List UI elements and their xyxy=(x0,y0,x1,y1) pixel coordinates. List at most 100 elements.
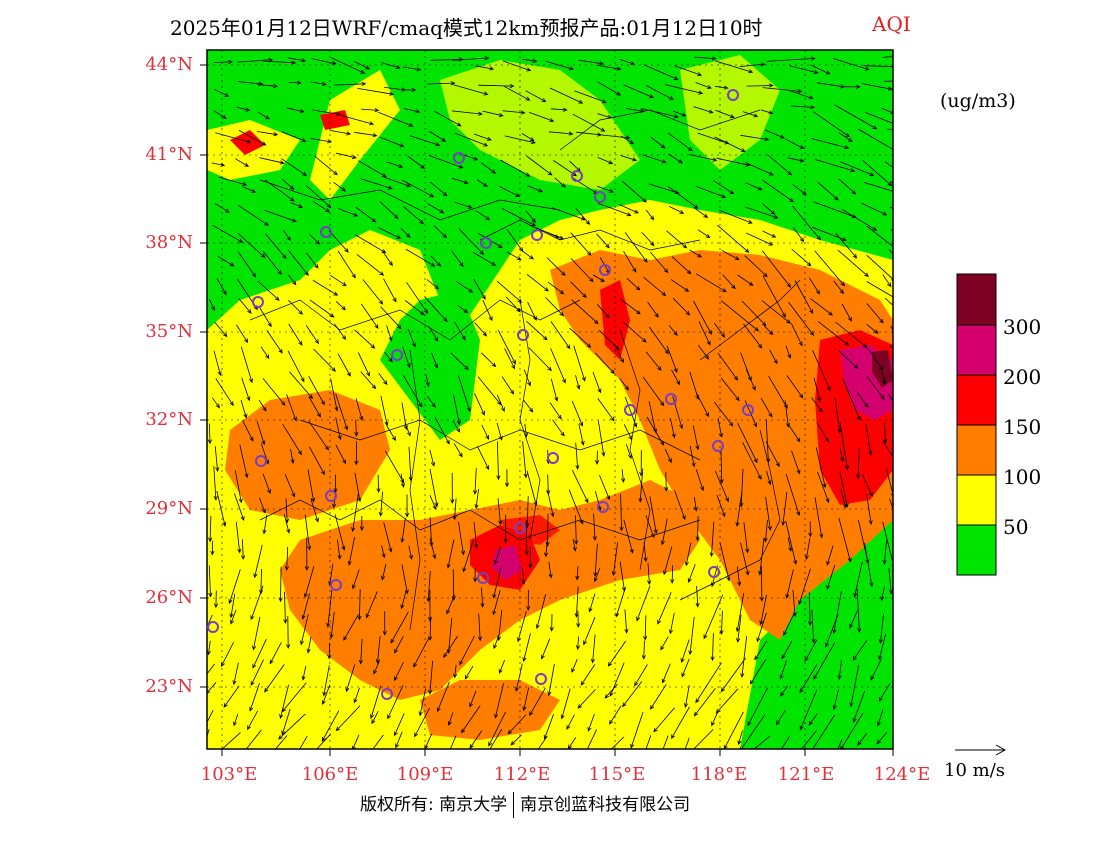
wind-arrow xyxy=(357,589,362,621)
wind-arrow xyxy=(309,446,325,476)
wind-arrow xyxy=(775,709,786,726)
city-marker xyxy=(391,349,403,361)
wind-arrow xyxy=(548,131,574,136)
wind-arrow xyxy=(807,592,813,627)
wind-arrow xyxy=(684,542,692,567)
wind-arrow xyxy=(457,304,469,314)
wind-arrow xyxy=(587,713,595,732)
wind-arrow xyxy=(287,249,309,277)
wind-arrow xyxy=(674,65,703,77)
wind-arrow xyxy=(712,180,735,195)
wind-arrow xyxy=(287,350,305,383)
wind-arrow xyxy=(576,610,581,628)
wind-arrow xyxy=(312,280,339,296)
wind-arrow xyxy=(450,472,455,504)
wind-arrow xyxy=(258,569,264,595)
wind-arrow xyxy=(237,57,274,63)
map-frame xyxy=(206,49,894,750)
wind-arrow xyxy=(826,545,834,566)
wind-arrow xyxy=(259,157,285,165)
wind-arrow xyxy=(312,200,331,213)
wind-arrow xyxy=(570,281,587,298)
wind-arrow xyxy=(554,177,566,188)
city-marker xyxy=(252,296,264,308)
wind-arrow xyxy=(475,65,495,71)
wind-arrow xyxy=(258,306,272,328)
wind-arrow xyxy=(810,298,833,316)
wind-arrow xyxy=(745,206,779,219)
wind-arrow xyxy=(624,232,648,263)
wind-arrow xyxy=(335,705,361,732)
wind-arrow xyxy=(866,281,893,298)
wind-arrow xyxy=(305,325,319,345)
wind-arrow xyxy=(213,466,218,501)
wind-arrow xyxy=(278,566,283,603)
wind-arrow xyxy=(337,353,351,377)
lat-label: 32°N xyxy=(145,409,193,430)
wind-arrow xyxy=(376,474,381,493)
city-marker xyxy=(514,522,526,534)
wind-arrow xyxy=(663,546,673,576)
wind-arrow xyxy=(759,594,767,626)
wind-arrow xyxy=(212,224,244,243)
wind-arrow xyxy=(792,205,821,241)
wind-arrow xyxy=(281,682,307,713)
wind-arrow xyxy=(794,280,814,315)
wind-arrow xyxy=(264,664,285,693)
wind-arrow xyxy=(387,685,404,720)
wind-arrow xyxy=(839,448,845,463)
wind-arrow xyxy=(813,111,851,138)
wind-arrow xyxy=(306,252,319,269)
wind-arrow xyxy=(786,375,804,399)
wind-arrow xyxy=(571,469,589,504)
axis-ticks xyxy=(200,64,894,756)
wind-arrow xyxy=(761,250,792,288)
wind-arrow xyxy=(649,326,669,355)
wind-arrow xyxy=(503,85,531,101)
aqi-legend-bar xyxy=(956,273,997,576)
wind-arrow xyxy=(402,66,422,72)
wind-arrow xyxy=(625,444,632,460)
wind-arrow xyxy=(762,275,786,318)
wind-arrow xyxy=(380,395,389,427)
copyright-footer: 版权所有: 南京大学 南京创蓝科技有限公司 xyxy=(360,790,690,818)
wind-arrow xyxy=(262,60,297,65)
wind-arrow xyxy=(356,254,385,276)
wind-arrow xyxy=(504,469,510,488)
wind-arrow xyxy=(446,618,453,655)
wind-arrow xyxy=(279,684,289,720)
wind-arrow xyxy=(357,160,387,178)
lat-label: 26°N xyxy=(145,587,193,608)
wind-arrow xyxy=(329,611,335,639)
wind-arrow xyxy=(354,234,387,254)
wind-arrow xyxy=(403,108,421,114)
city-marker xyxy=(599,264,611,276)
wind-arrow xyxy=(215,132,252,144)
wind-arrow xyxy=(228,569,241,605)
wind-arrow xyxy=(849,664,860,708)
lat-label: 23°N xyxy=(145,676,193,697)
wind-arrow xyxy=(787,537,793,552)
wind-arrow xyxy=(574,515,579,546)
legend-unit: (ug/m3) xyxy=(940,90,1016,112)
wind-arrow xyxy=(610,736,625,749)
wind-arrow xyxy=(570,258,594,283)
wind-arrow xyxy=(735,593,745,633)
wind-arrow xyxy=(503,514,508,544)
wind-arrow xyxy=(214,203,230,213)
wind-arrow xyxy=(583,617,596,646)
wind-arrow xyxy=(693,497,698,512)
wind-arrow xyxy=(696,393,709,418)
wind-arrow xyxy=(596,233,610,249)
wind-arrow xyxy=(448,735,457,749)
wind-arrow xyxy=(287,57,307,63)
lat-label: 35°N xyxy=(145,321,193,342)
wind-arrow xyxy=(506,251,522,261)
wind-arrow xyxy=(213,59,234,65)
legend-label: 100 xyxy=(1003,465,1042,489)
wind-arrow xyxy=(670,565,675,584)
wind-arrow xyxy=(473,568,478,583)
wind-arrow xyxy=(643,615,648,641)
wind-arrow xyxy=(450,352,469,371)
wind-arrow xyxy=(588,593,596,613)
